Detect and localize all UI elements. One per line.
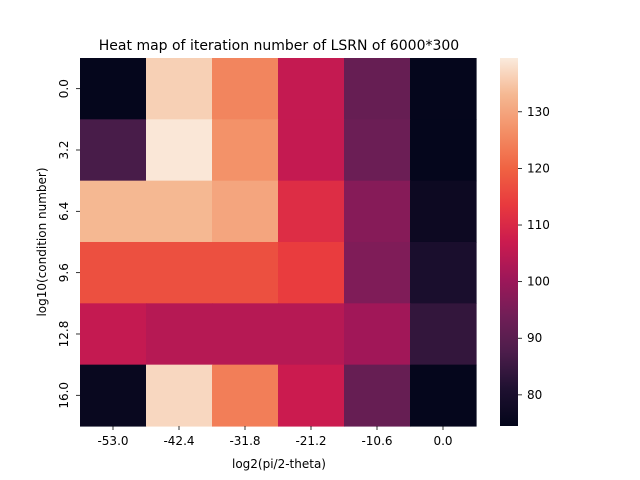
heatmap-cell — [410, 119, 477, 182]
colorbar-tick-label: 120 — [527, 161, 550, 175]
x-tick-label: 0.0 — [433, 434, 452, 448]
heatmap-cell — [278, 119, 345, 182]
heatmap-cell — [80, 180, 147, 243]
x-axis-ticks: -53.0 -42.4 -31.8 -21.2 -10.6 0.0 — [97, 426, 453, 448]
y-axis-label: log10(condition number) — [35, 167, 49, 316]
heatmap-cell — [278, 364, 345, 427]
y-tick-label: 12.8 — [57, 321, 71, 348]
colorbar-tick-label: 130 — [527, 105, 550, 119]
y-tick-label: 0.0 — [57, 79, 71, 98]
heatmap-cell — [410, 364, 477, 427]
heatmap-cell — [212, 364, 279, 427]
colorbar — [500, 58, 518, 426]
colorbar-tick-label: 90 — [527, 331, 542, 345]
chart-title: Heat map of iteration number of LSRN of … — [99, 38, 459, 54]
heatmap-cell — [146, 303, 213, 366]
heatmap-cells — [80, 58, 477, 427]
heatmap-cell — [146, 180, 213, 243]
heatmap-cell — [410, 303, 477, 366]
x-tick-label: -21.2 — [295, 434, 326, 448]
x-tick-label: -31.8 — [229, 434, 260, 448]
heatmap-cell — [212, 119, 279, 182]
y-tick-label: 6.4 — [57, 202, 71, 221]
heatmap-cell — [410, 180, 477, 243]
heatmap-cell — [212, 241, 279, 304]
y-tick-label: 9.6 — [57, 263, 71, 282]
x-tick-label: -42.4 — [163, 434, 194, 448]
x-tick-label: -10.6 — [361, 434, 392, 448]
heatmap-cell — [278, 241, 345, 304]
heatmap-cell — [344, 180, 411, 243]
heatmap-cell — [278, 58, 345, 120]
heatmap-cell — [344, 241, 411, 304]
colorbar-tick-label: 80 — [527, 388, 542, 402]
heatmap-cell — [410, 241, 477, 304]
heatmap-cell — [344, 119, 411, 182]
x-tick-label: -53.0 — [97, 434, 128, 448]
heatmap-cell — [410, 58, 477, 120]
y-tick-label: 16.0 — [57, 382, 71, 409]
heatmap-cell — [278, 180, 345, 243]
heatmap-cell — [344, 364, 411, 427]
heatmap-cell — [80, 241, 147, 304]
y-axis-ticks: 0.0 3.2 6.4 9.6 12.8 16.0 — [57, 79, 80, 409]
heatmap-cell — [80, 58, 147, 120]
heatmap-cell — [146, 58, 213, 120]
heatmap-cell — [344, 58, 411, 120]
heatmap-cell — [344, 303, 411, 366]
heatmap-cell — [278, 303, 345, 366]
heatmap-cell — [212, 180, 279, 243]
y-tick-label: 3.2 — [57, 140, 71, 159]
heatmap-cell — [212, 58, 279, 120]
colorbar-ticks: 80 90 100 110 120 130 — [518, 105, 550, 402]
x-axis-label: log2(pi/2-theta) — [232, 457, 326, 471]
heatmap-cell — [80, 364, 147, 427]
heatmap-cell — [146, 241, 213, 304]
heatmap-cell — [146, 364, 213, 427]
colorbar-tick-label: 110 — [527, 218, 550, 232]
heatmap-cell — [80, 303, 147, 366]
heatmap-cell — [212, 303, 279, 366]
colorbar-tick-label: 100 — [527, 275, 550, 289]
heatmap-cell — [80, 119, 147, 182]
heatmap-cell — [146, 119, 213, 182]
